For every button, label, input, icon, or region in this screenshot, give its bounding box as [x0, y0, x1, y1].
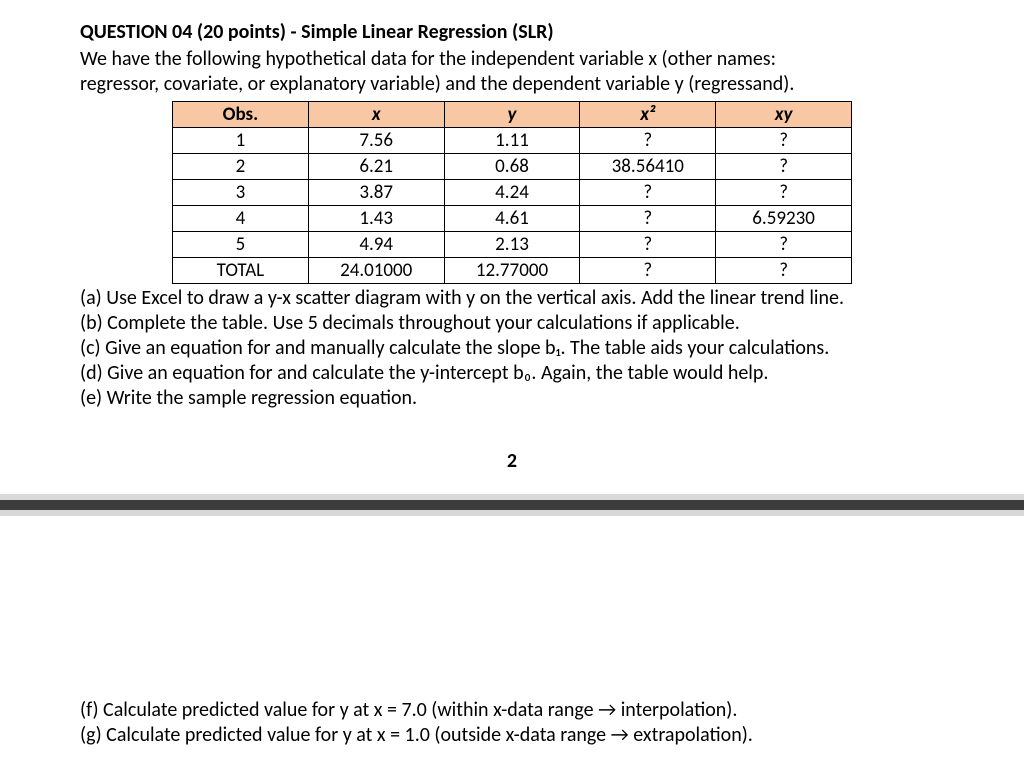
question-title: QUESTION 04 (20 points) - Simple Linear … — [80, 20, 944, 45]
cell: ? — [580, 180, 716, 206]
intro-line-2: regressor, covariate, or explanatory var… — [80, 72, 794, 96]
cell: 1.11 — [444, 128, 580, 154]
cell: 7.56 — [308, 128, 444, 154]
cell: 4.94 — [308, 232, 444, 258]
cell: ? — [580, 206, 716, 232]
cell: 3 — [173, 180, 309, 206]
col-obs: Obs. — [173, 102, 309, 128]
question-g: (g) Calculate predicted value for y at x… — [80, 723, 944, 748]
table-row: 3 3.87 4.24 ? ? — [173, 180, 852, 206]
cell: 4.61 — [444, 206, 580, 232]
cell: 38.56410 — [580, 154, 716, 180]
table-body: 1 7.56 1.11 ? ? 2 6.21 0.68 38.56410 ? 3… — [173, 128, 852, 284]
cell: ? — [580, 128, 716, 154]
intro-line-1: We have the following hypothetical data … — [80, 47, 776, 71]
table-row: 1 7.56 1.11 ? ? — [173, 128, 852, 154]
cell: 24.01000 — [308, 258, 444, 284]
question-list-bottom: (f) Calculate predicted value for y at x… — [80, 698, 944, 748]
page: QUESTION 04 (20 points) - Simple Linear … — [0, 0, 1024, 748]
question-f: (f) Calculate predicted value for y at x… — [80, 698, 944, 723]
cell: 12.77000 — [444, 258, 580, 284]
page-number: 2 — [80, 449, 944, 474]
cell: 1 — [173, 128, 309, 154]
cell: ? — [716, 128, 852, 154]
cell: 4.24 — [444, 180, 580, 206]
cell: ? — [580, 258, 716, 284]
cell: ? — [580, 232, 716, 258]
cell: 0.68 — [444, 154, 580, 180]
question-c: (c) Give an equation for and manually ca… — [80, 336, 944, 361]
question-list-top: (a) Use Excel to draw a y-x scatter diag… — [80, 286, 944, 411]
question-d: (d) Give an equation for and calculate t… — [80, 361, 944, 386]
table-row: 4 1.43 4.61 ? 6.59230 — [173, 206, 852, 232]
col-x2: x² — [580, 102, 716, 128]
question-a: (a) Use Excel to draw a y-x scatter diag… — [80, 286, 944, 311]
table-row: 5 4.94 2.13 ? ? — [173, 232, 852, 258]
cell: 1.43 — [308, 206, 444, 232]
cell: 4 — [173, 206, 309, 232]
table-row: 2 6.21 0.68 38.56410 ? — [173, 154, 852, 180]
col-y: y — [444, 102, 580, 128]
divider-stripe — [0, 500, 1024, 510]
col-x: x — [308, 102, 444, 128]
cell: 6.59230 — [716, 206, 852, 232]
page-divider — [0, 494, 1024, 516]
cell: 5 — [173, 232, 309, 258]
cell: 3.87 — [308, 180, 444, 206]
data-table: Obs. x y x² xy 1 7.56 1.11 ? ? 2 6.21 0.… — [172, 101, 852, 284]
cell: 2 — [173, 154, 309, 180]
question-e: (e) Write the sample regression equation… — [80, 386, 944, 411]
cell: ? — [716, 154, 852, 180]
col-xy: xy — [716, 102, 852, 128]
cell: 6.21 — [308, 154, 444, 180]
cell: 2.13 — [444, 232, 580, 258]
cell: TOTAL — [173, 258, 309, 284]
question-b: (b) Complete the table. Use 5 decimals t… — [80, 311, 944, 336]
intro-text: We have the following hypothetical data … — [80, 47, 944, 97]
table-row-total: TOTAL 24.01000 12.77000 ? ? — [173, 258, 852, 284]
cell: ? — [716, 232, 852, 258]
title-bold: QUESTION 04 (20 points) - Simple Linear … — [80, 20, 554, 44]
cell: ? — [716, 258, 852, 284]
table-header-row: Obs. x y x² xy — [173, 102, 852, 128]
spacer — [80, 516, 944, 696]
cell: ? — [716, 180, 852, 206]
